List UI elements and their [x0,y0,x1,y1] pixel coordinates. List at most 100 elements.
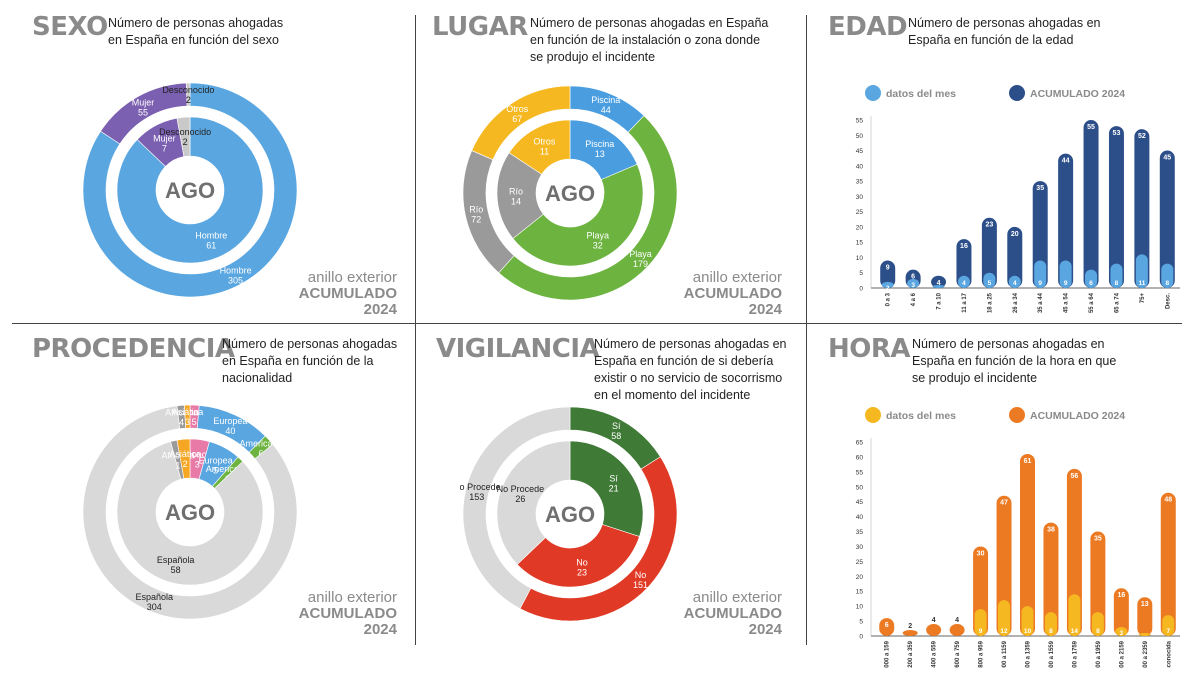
donut-lugar-outer-value-rio: 72 [471,215,481,225]
bars-hora-y-tick-60: 60 [856,454,864,461]
donut-sexo-inner-value-mujer: 7 [162,143,167,153]
bars-hora-y-tick-35: 35 [856,529,864,536]
bars-edad-category-11: Desc. [1165,293,1171,309]
bars-hora-category-4: 800 a 959 [979,640,985,667]
sexo-ring-note: anillo exterior ACUMULADO 2024 [260,270,397,318]
donut-procedencia-outer-label-espanola: Española [135,592,173,602]
donut-procedencia-inner-value-africana: 1 [175,460,180,470]
donut-lugar-outer-slice-playa [498,115,678,301]
bars-hora-bar-mes-11 [1138,633,1151,636]
bars-edad-bar-acumulado-7 [1058,153,1074,288]
bars-hora-category-8: 1600 a 1759 [1072,640,1078,668]
donut-procedencia-inner-label-americana: Americana [206,464,249,474]
bars-edad-label-acumulado-11: 45 [1163,155,1171,162]
donut-lugar-inner-label-piscina: Piscina [585,139,614,149]
bars-hora-bar-mes-4 [974,609,987,636]
donut-sexo-outer-value-mujer: 55 [138,107,148,117]
bars-edad-y-tick-30: 30 [856,194,864,201]
bars-hora-label-acumulado-2: 4 [932,617,936,624]
lugar-donut-chart: Piscina44Playa179Río72Otros67Piscina13Pl… [462,85,678,301]
donut-sexo-inner-slice-desconocido [176,116,191,157]
lugar-description: Número de personas ahogadas en España en… [530,16,769,64]
procedencia-description: Número de personas ahogadas en España en… [222,337,398,385]
bars-hora-legend-marker-0 [865,407,881,423]
bars-edad-label-mes-3: 4 [962,280,966,287]
bars-hora-bar-acumulado-2 [926,624,942,636]
donut-sexo-outer-label-desconocido: Desconocido [162,85,214,95]
bars-hora-category-0: 000 a 159 [885,640,891,667]
bars-hora-bar-acumulado-6 [1020,453,1035,636]
bars-edad-y-tick-5: 5 [859,270,863,277]
donut-procedencia-inner-value-europea: 5 [213,465,218,475]
edad-title: EDAD [828,12,908,42]
donut-procedencia-inner-value-espanola: 58 [171,565,181,575]
vigilancia-ring-note: anillo exterior ACUMULADO 2024 [640,590,782,638]
bars-edad-label-mes-1: 3 [911,282,915,289]
bars-edad-y-tick-55: 55 [856,118,864,125]
bars-edad-label-acumulado-8: 55 [1087,124,1095,131]
bars-edad-category-7: 45 a 54 [1064,292,1070,313]
bars-hora-label-mes-6: 10 [1024,628,1032,635]
donut-sexo-inner-slice-hombre [116,116,264,264]
bars-hora-label-mes-8: 14 [1071,628,1079,635]
bars-edad-bar-mes-9 [1110,263,1123,288]
donut-procedencia-inner-value-asiatica: 2 [183,459,188,469]
donut-lugar-inner-value-piscina: 13 [595,149,605,159]
donut-lugar-inner-label-rio: Río [509,186,523,196]
bars-hora-bar-mes-12 [1162,615,1175,636]
bars-hora-bar-mes-6 [1021,606,1034,636]
donut-vigilancia-inner-slice-no [516,524,640,588]
hora-description: Número de personas ahogadas en España en… [912,337,1117,385]
donut-sexo-inner-value-hombre: 61 [206,241,216,251]
bars-edad-bar-acumulado-4 [981,217,997,288]
procedencia-ring-note-line1: anillo exterior [307,589,397,606]
donut-vigilancia-outer-value-no: 151 [633,580,648,590]
bars-hora-label-acumulado-11: 13 [1141,601,1149,608]
bars-edad-label-acumulado-2: 4 [937,280,941,287]
bars-edad-label-acumulado-4: 23 [985,222,993,229]
sexo-ring-note-line3: 2024 [363,301,397,318]
bars-edad-label-mes-4: 5 [988,280,992,287]
bars-hora-legend-marker-1 [1009,407,1025,423]
bars-edad-y-tick-45: 45 [856,148,864,155]
donut-procedencia-outer-value-espanola: 304 [147,602,162,612]
bars-hora-y-tick-55: 55 [856,469,864,476]
vigilancia-ring-note-line1: anillo exterior [692,589,782,606]
lugar-ring-note: anillo exterior ACUMULADO 2024 [640,270,782,318]
donut-procedencia-inner-slice-asiatica [176,438,191,479]
bars-hora-category-1: 200 a 359 [908,640,914,667]
donut-lugar-inner-slice-playa [512,163,644,267]
bars-hora-legend-label-0: datos del mes [886,410,956,422]
bars-hora-bar-mes-10 [1115,627,1128,636]
donut-lugar-inner-value-rio: 14 [511,196,521,206]
vigilancia-description: Número de personas ahogadas en España en… [594,337,787,402]
donut-vigilancia-inner-label-no: No [576,558,588,568]
donut-vigilancia-inner-value-si: 21 [609,483,619,493]
bars-edad-y-tick-50: 50 [856,133,864,140]
donut-procedencia-inner-slice-espanola [116,441,264,586]
bars-edad-label-mes-2: 1 [937,288,941,295]
donut-vigilancia-outer-value-no-procede: 153 [469,492,484,502]
bars-edad-category-0: 0 a 3 [886,292,892,306]
bars-edad-category-4: 18 a 25 [987,292,993,313]
donut-procedencia-outer-value-africana: 4 [179,417,184,427]
lugar-title: LUGAR [432,12,528,42]
bars-edad-bar-acumulado-2 [931,275,947,288]
bars-hora-bar-mes-5 [998,600,1011,636]
donut-vigilancia-center-label: AGO [545,502,595,527]
bars-edad-category-3: 11 a 17 [962,292,968,312]
bars-hora-bar-acumulado-10 [1113,588,1129,636]
donut-procedencia-outer-value-desconocida: 5 [192,417,197,427]
donut-lugar-outer-label-otros: Otros [506,104,529,114]
bars-edad-label-mes-7: 9 [1064,280,1068,287]
bars-edad-legend-label-1: ACUMULADO 2024 [1030,88,1125,100]
hora-title: HORA [828,334,911,364]
bars-edad-y-tick-15: 15 [856,240,864,247]
bars-hora-y-tick-25: 25 [856,559,864,566]
donut-lugar-inner-label-playa: Playa [586,230,609,240]
bars-hora-label-acumulado-10: 16 [1117,592,1125,599]
divider-right [806,15,807,645]
lugar-ring-note-line1: anillo exterior [692,269,782,286]
donut-procedencia-outer-label-europea: Europea [213,416,247,426]
donut-vigilancia-outer-label-no: No [635,570,647,580]
